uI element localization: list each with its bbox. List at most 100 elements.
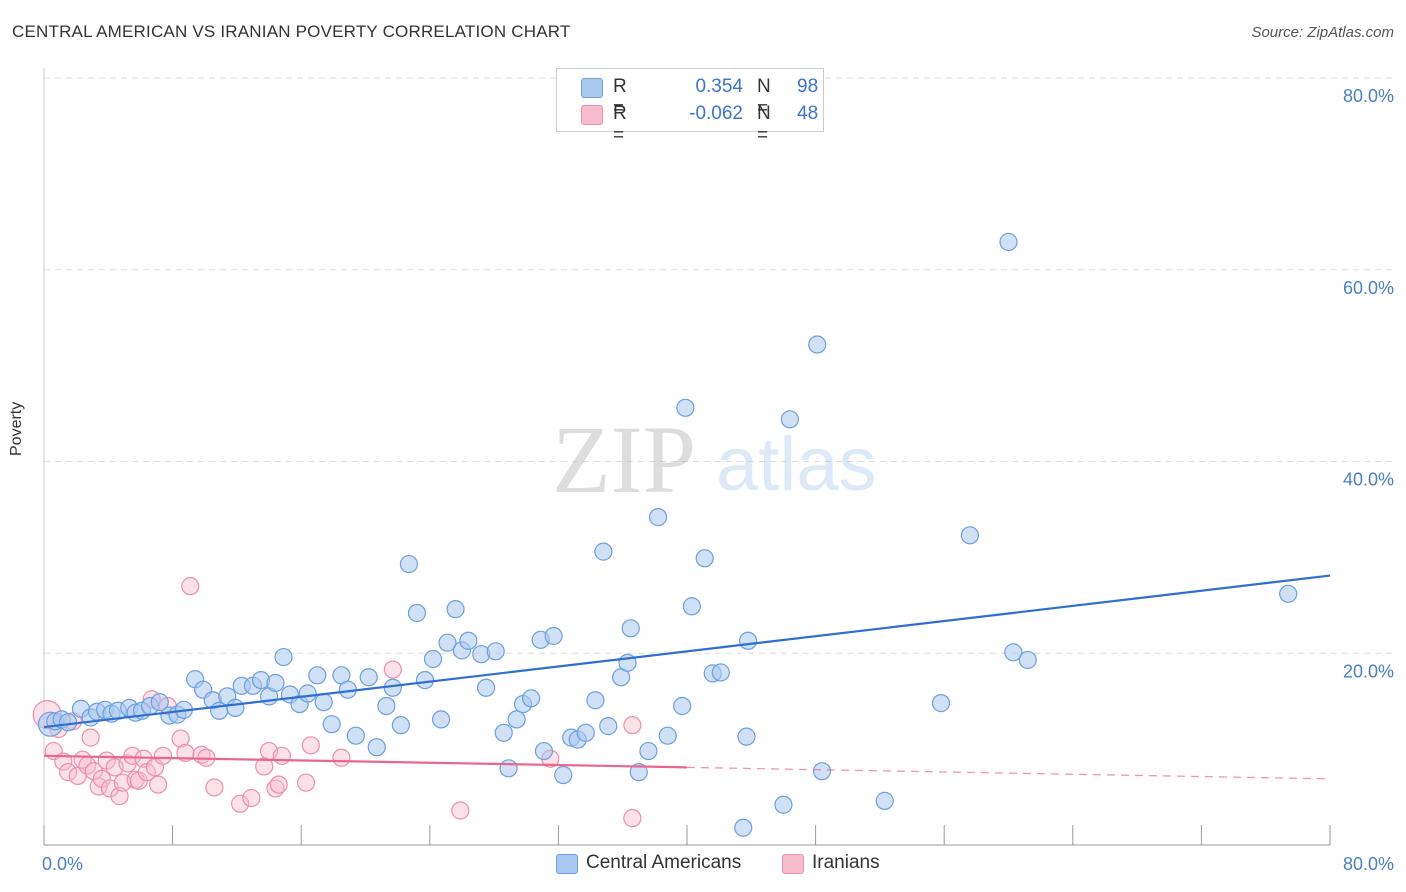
iranian-point: [123, 746, 142, 765]
central-american-point: [931, 694, 951, 713]
central-american-point: [298, 684, 317, 703]
n-label: N =: [757, 76, 771, 119]
central-american-point: [586, 691, 605, 710]
central-american-point: [774, 795, 793, 814]
iranian-point: [231, 794, 250, 813]
x-tick-label: 0.0%: [42, 854, 83, 874]
central-american-point: [423, 649, 443, 669]
central-american-point: [658, 726, 677, 745]
central-american-point: [431, 710, 451, 729]
tick-labels: 20.0% 40.0% 60.0% 80.0% 0.0% 80.0%: [42, 86, 1394, 874]
central-american-point: [314, 693, 333, 712]
central-american-point: [737, 727, 756, 746]
stats-legend: R = 0.354 N = 98 R = -0.062 N = 48: [556, 68, 824, 146]
y-tick-label: 80.0%: [1343, 86, 1394, 106]
central-american-point: [554, 765, 573, 785]
central-american-point: [415, 670, 435, 690]
central-american-point: [367, 738, 386, 757]
central-american-point: [676, 398, 695, 417]
central-american-point: [999, 232, 1018, 252]
central-american-point: [639, 741, 658, 761]
central-american-point: [266, 673, 285, 693]
central-american-point: [399, 554, 419, 574]
y-tick-label: 20.0%: [1343, 661, 1394, 681]
central-american-point: [1018, 650, 1037, 670]
iranian-point: [623, 809, 642, 828]
central-american-point: [1004, 643, 1023, 662]
central-american-point: [812, 762, 832, 781]
iranian-point: [623, 716, 642, 735]
central-american-point: [682, 597, 701, 616]
iranian-point: [81, 728, 100, 747]
iranian-point: [272, 746, 292, 765]
chart-title: CENTRAL AMERICAN VS IRANIAN POVERTY CORR…: [12, 22, 571, 41]
central-american-point: [534, 741, 554, 761]
y-tick-label: 40.0%: [1343, 470, 1394, 490]
axes: [43, 68, 1331, 846]
watermark-atlas: atlas: [716, 422, 877, 507]
iranian-point: [451, 801, 470, 820]
central-american-point: [621, 619, 640, 638]
central-american-point: [446, 600, 465, 619]
central-american-point: [494, 723, 513, 742]
iranians-trend-line: [43, 754, 688, 769]
central-american-point: [322, 715, 341, 734]
r-label: R =: [613, 103, 627, 146]
central-american-point: [459, 631, 478, 650]
central-american-point: [808, 335, 827, 354]
central-american-point: [274, 647, 293, 667]
iranian-point: [171, 729, 190, 748]
central-american-point: [486, 642, 505, 661]
blue-swatch-icon: [581, 78, 603, 98]
central-american-point: [576, 723, 595, 742]
iranian-point: [383, 660, 402, 679]
central-american-point: [346, 726, 365, 745]
central-american-point: [648, 508, 668, 527]
iranian-point: [181, 577, 200, 596]
n-value: 48: [797, 103, 819, 124]
r-value: -0.062: [689, 103, 743, 124]
central-american-point: [499, 759, 518, 778]
iranian-point: [110, 787, 129, 806]
central-american-point: [308, 666, 327, 685]
iranian-point: [205, 778, 224, 797]
central-american-point: [629, 763, 648, 782]
central-americans-points: [37, 232, 1298, 837]
central-american-point: [875, 791, 894, 810]
central-american-point: [780, 410, 799, 429]
central-american-point: [407, 603, 427, 623]
central-american-point: [734, 818, 753, 837]
legend-label: Central Americans: [586, 852, 742, 873]
r-value: 0.354: [695, 76, 743, 97]
x-tick-label: 80.0%: [1343, 854, 1394, 874]
iranian-point: [242, 788, 261, 808]
central-american-point: [59, 713, 78, 732]
central-american-point: [377, 696, 396, 716]
legend-label: Iranians: [812, 852, 880, 873]
iranian-point: [149, 775, 168, 794]
central-american-point: [150, 693, 169, 712]
central-american-point: [673, 696, 692, 716]
grid-lines: [44, 77, 1392, 654]
iranian-point: [301, 736, 320, 755]
central-american-point: [1279, 584, 1298, 603]
central-american-point: [599, 717, 618, 736]
r-label: R =: [613, 76, 627, 119]
central-american-point: [521, 689, 541, 708]
central-american-point: [594, 542, 613, 561]
iranian-point: [59, 763, 78, 782]
central-american-point: [391, 716, 410, 735]
central-american-point: [359, 668, 378, 687]
iranian-point: [153, 746, 173, 765]
iranian-point: [269, 775, 288, 794]
central-american-point: [960, 526, 980, 545]
source-label: Source: ZipAtlas.com: [1251, 24, 1394, 41]
iranians-trend-extension: [686, 766, 1331, 780]
iranian-point: [296, 773, 316, 792]
n-label: N =: [757, 103, 771, 146]
central-american-point: [738, 631, 758, 650]
pink-swatch-icon: [581, 105, 603, 125]
central-american-point: [695, 549, 714, 568]
y-tick-label: 60.0%: [1343, 278, 1394, 298]
